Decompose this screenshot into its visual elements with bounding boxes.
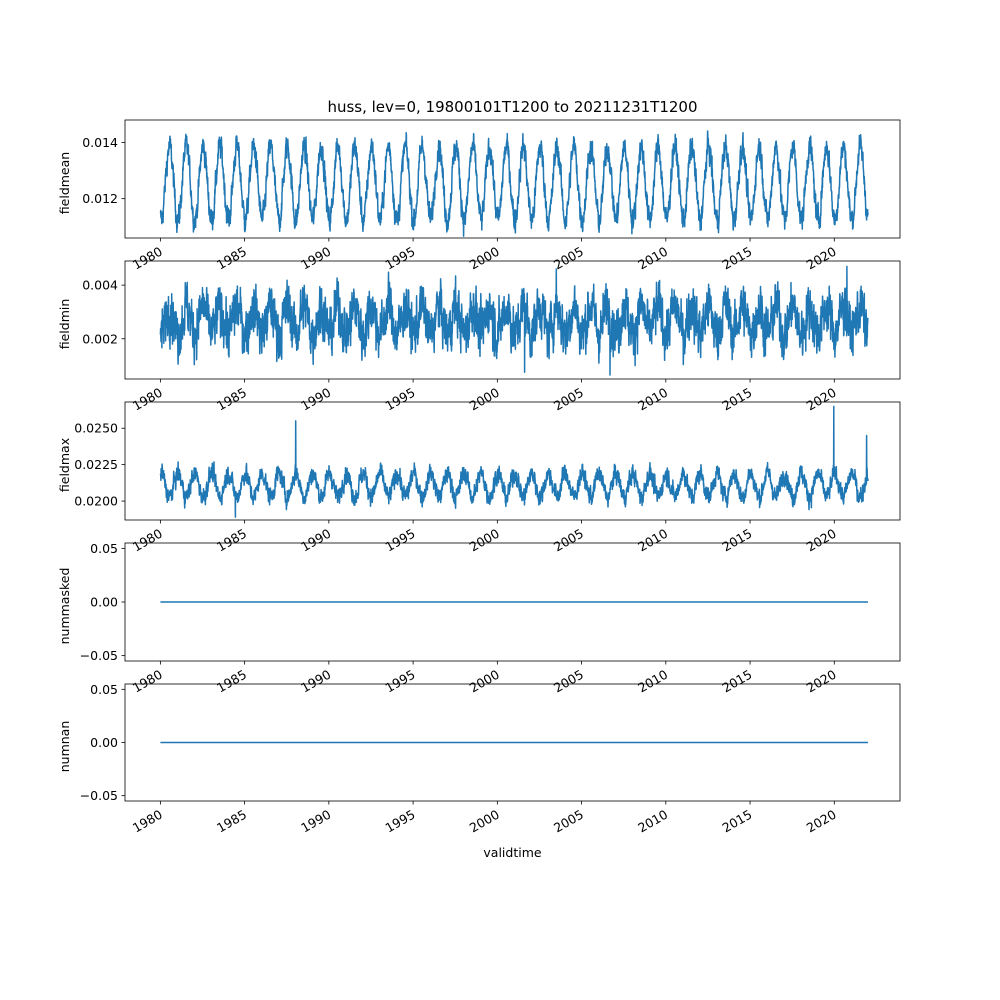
y-tick-label: 0.0200	[74, 494, 118, 509]
chart-title: huss, lev=0, 19800101T1200 to 20211231T1…	[327, 98, 697, 116]
y-tick-label: 0.0225	[74, 457, 118, 472]
y-axis-label: fieldmax	[57, 438, 72, 492]
y-tick-label: −0.05	[80, 788, 118, 803]
y-tick-label: 0.05	[90, 682, 118, 697]
y-tick-label: 0.012	[82, 191, 118, 206]
series-line-fieldmean	[159, 130, 869, 237]
y-axis-label: nummasked	[57, 568, 72, 645]
y-tick-label: 0.002	[82, 331, 118, 346]
y-axis-label: fieldmin	[57, 299, 72, 350]
axes-frame	[124, 401, 901, 521]
y-tick-label: −0.05	[80, 648, 118, 663]
series-line-fieldmax	[159, 405, 869, 518]
y-tick-label: 0.0250	[74, 421, 118, 436]
y-tick-label: 0.00	[90, 595, 118, 610]
y-tick-label: 0.014	[82, 135, 118, 150]
series-line-fieldmin	[159, 265, 869, 376]
y-tick-label: 0.004	[82, 278, 118, 293]
axes-frame	[124, 260, 901, 380]
axes-frame	[124, 119, 901, 239]
y-tick-label: 0.00	[90, 735, 118, 750]
y-axis-label: fieldmean	[57, 152, 72, 214]
x-axis-label: validtime	[483, 845, 541, 860]
y-axis-label: numnan	[57, 721, 72, 773]
y-tick-label: 0.05	[90, 541, 118, 556]
